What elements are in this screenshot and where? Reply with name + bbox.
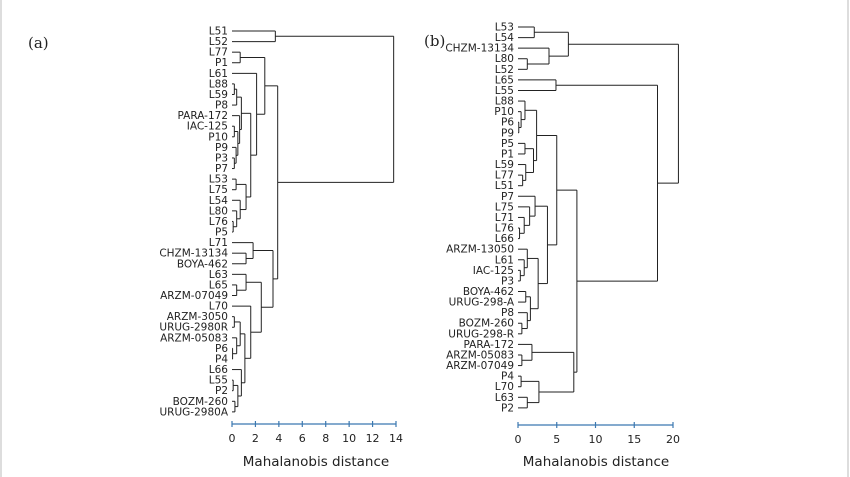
x-tick-label: 10 xyxy=(589,433,603,446)
leaf-label: P6 xyxy=(215,343,228,355)
leaf-label: IAC-125 xyxy=(187,121,228,133)
leaf-label: IAC-125 xyxy=(473,265,514,277)
leaf-label: ARZM-07049 xyxy=(160,290,228,302)
x-tick-label: 8 xyxy=(322,432,329,445)
leaf-label: P9 xyxy=(215,142,228,154)
dendrogram-panel-a: (a) Mahalanobis distance L51L52L77P1L61L… xyxy=(28,26,403,471)
leaf-label: L70 xyxy=(495,381,514,393)
leaf-label: L55 xyxy=(495,85,514,97)
leaf-label: P4 xyxy=(501,371,514,383)
leaf-label: P10 xyxy=(494,106,514,118)
leaf-label: BOYA-462 xyxy=(177,258,228,270)
panel-label-b: (b) xyxy=(424,32,445,50)
leaf-label: CHZM-13134 xyxy=(159,248,228,260)
leaf-label: P7 xyxy=(215,163,228,175)
leaf-label: L66 xyxy=(495,233,515,245)
leaf-label: ARZM-05083 xyxy=(446,349,514,361)
leaf-label: URUG-298-R xyxy=(448,328,514,340)
leaf-label: ARZM-13050 xyxy=(446,244,514,256)
leaf-label: L71 xyxy=(495,212,514,224)
x-tick-label: 10 xyxy=(342,432,356,445)
leaf-label: L52 xyxy=(495,64,514,76)
leaf-label: P8 xyxy=(501,307,514,319)
x-tick-label: 0 xyxy=(515,433,522,446)
leaf-label: L75 xyxy=(209,184,228,196)
leaf-label: P4 xyxy=(215,353,228,365)
leaf-label: P10 xyxy=(208,131,228,143)
leaf-label: BOZM-260 xyxy=(459,318,514,330)
leaf-label: L88 xyxy=(495,96,514,108)
leaf-label: P8 xyxy=(215,100,228,112)
x-tick-label: 4 xyxy=(275,432,282,445)
dendrogram-panel-b: (b) Mahalanobis distance L53L54CHZM-1313… xyxy=(424,22,680,471)
leaf-label: L76 xyxy=(209,216,229,228)
leaf-label: L65 xyxy=(495,74,514,86)
leaf-label: L59 xyxy=(495,159,514,171)
leaf-label: P1 xyxy=(501,148,514,160)
x-tick-label: 0 xyxy=(229,432,236,445)
leaf-label: P9 xyxy=(501,127,514,139)
leaf-label: L75 xyxy=(495,201,514,213)
x-tick-label: 12 xyxy=(366,432,380,445)
leaf-label: L52 xyxy=(209,36,228,48)
leaf-label: PARA-172 xyxy=(178,110,229,122)
leaf-label: L88 xyxy=(209,78,228,90)
leaf-label: BOZM-260 xyxy=(173,396,228,408)
leaf-label: L80 xyxy=(495,53,514,65)
leaf-label: L71 xyxy=(209,237,228,249)
leaf-label: ARZM-07049 xyxy=(446,360,514,372)
leaf-label: L55 xyxy=(209,375,228,387)
leaf-label: CHZM-13134 xyxy=(445,43,514,55)
leaf-label: L54 xyxy=(209,195,229,207)
leaf-label: P5 xyxy=(215,227,228,239)
leaf-label: P3 xyxy=(501,275,514,287)
leaf-label: L77 xyxy=(495,170,514,182)
leaf-label: L53 xyxy=(209,174,228,186)
leaf-label: P3 xyxy=(215,152,228,164)
leaf-label: L53 xyxy=(495,22,514,34)
leaf-label: L63 xyxy=(495,392,514,404)
x-tick-label: 6 xyxy=(299,432,306,445)
leaf-label: URUG-2980A xyxy=(160,406,229,418)
leaf-label: L51 xyxy=(209,26,228,38)
leaf-label: L76 xyxy=(495,223,515,235)
x-tick-label: 14 xyxy=(389,432,403,445)
leaf-label: L80 xyxy=(209,205,228,217)
leaf-label: L66 xyxy=(209,364,229,376)
leaf-label: URUG-2980R xyxy=(159,322,228,334)
panel-label-a: (a) xyxy=(28,34,49,52)
leaf-label: L61 xyxy=(209,68,228,80)
leaf-label: URUG-298-A xyxy=(449,297,515,309)
leaf-label: L59 xyxy=(209,89,228,101)
x-tick-label: 15 xyxy=(627,433,641,446)
leaf-label: P7 xyxy=(501,191,514,203)
x-tick-label: 20 xyxy=(666,433,680,446)
leaf-label: L65 xyxy=(209,279,228,291)
leaf-label: BOYA-462 xyxy=(463,286,514,298)
leaf-label: P6 xyxy=(501,117,514,129)
x-tick-label: 2 xyxy=(252,432,259,445)
leaf-label: L54 xyxy=(495,32,515,44)
leaf-label: L61 xyxy=(495,254,514,266)
leaf-label: ARZM-05083 xyxy=(160,332,228,344)
x-axis-label-a: Mahalanobis distance xyxy=(243,454,389,470)
leaf-label: L77 xyxy=(209,47,228,59)
leaf-label: P2 xyxy=(215,385,228,397)
leaf-label: PARA-172 xyxy=(464,339,515,351)
leaf-label: P5 xyxy=(501,138,514,150)
x-tick-label: 5 xyxy=(553,433,560,446)
leaf-label: L51 xyxy=(495,180,514,192)
leaf-label: L70 xyxy=(209,301,228,313)
x-axis-label-b: Mahalanobis distance xyxy=(523,454,669,470)
leaf-label: L63 xyxy=(209,269,228,281)
leaf-label: ARZM-3050 xyxy=(167,311,228,323)
leaf-label: P2 xyxy=(501,402,514,414)
leaf-label: P1 xyxy=(215,57,228,69)
